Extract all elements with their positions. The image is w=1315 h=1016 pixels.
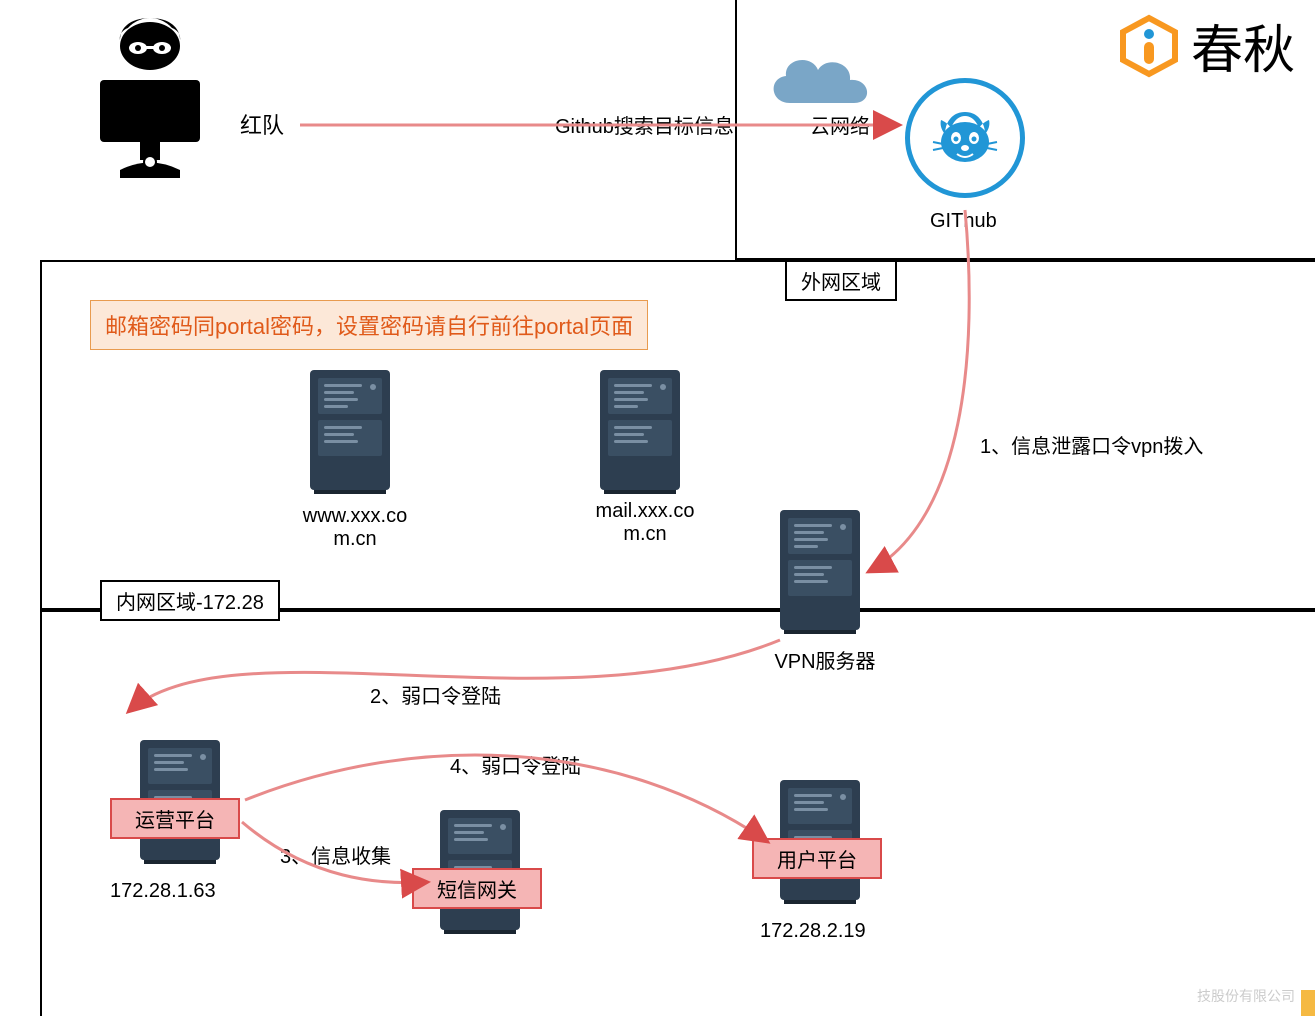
server-icon [780,510,860,630]
server-vpn [780,510,860,630]
watermark: 技股份有限公司 [1197,986,1295,1006]
server-www-label: www.xxx.co m.cn [290,505,420,551]
server-mail [600,370,680,490]
server-icon [600,370,680,490]
server-www [310,370,390,490]
cloud-label: 云网络 [810,110,870,139]
step1-label: 1、信息泄露口令vpn拨入 [980,430,1203,459]
scroll-indicator [1301,990,1315,1016]
zone-external-label: 外网区域 [785,260,897,301]
password-banner: 邮箱密码同portal密码，设置密码请自行前往portal页面 [90,300,648,350]
github-label: GIThub [930,210,997,233]
server-vpn-label: VPN服务器 [760,645,890,674]
step2-label: 2、弱口令登陆 [370,680,501,709]
zone-internal-label: 内网区域-172.28 [100,580,280,621]
actor-redteam-label: 红队 [240,108,284,140]
server-ops-overlay: 运营平台 [110,798,240,839]
server-mail-label: mail.xxx.co m.cn [580,500,710,546]
server-ops-ip: 172.28.1.63 [110,880,216,903]
actor-redteam [80,10,220,185]
server-user-overlay: 用户平台 [752,838,882,879]
server-sms-overlay: 短信网关 [412,868,542,909]
server-icon [310,370,390,490]
github-node [905,78,1025,198]
step4-label: 4、弱口令登陆 [450,750,581,779]
github-icon [905,78,1025,198]
server-user-ip: 172.28.2.19 [760,920,866,943]
step3-label: 3、信息收集 [280,840,391,869]
step0-label: Github搜索目标信息 [555,110,734,139]
redteam-icon [80,10,220,180]
